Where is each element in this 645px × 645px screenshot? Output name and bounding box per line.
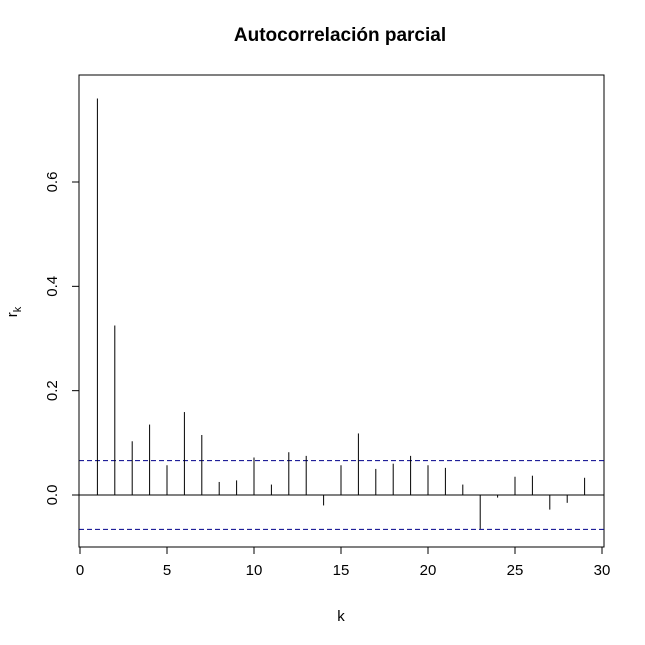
x-tick-label: 15 [333, 562, 350, 579]
y-axis-label-main: r [4, 312, 21, 317]
y-tick-label: 0.6 [44, 172, 61, 193]
svg-text:rk: rk [4, 306, 24, 317]
y-axis: 0.0 0.2 0.4 0.6 [44, 172, 80, 506]
y-tick-label: 0.4 [44, 276, 61, 297]
x-tick-label: 30 [594, 562, 611, 579]
x-axis: 0 5 10 15 20 25 30 [76, 546, 611, 579]
x-tick-label: 10 [246, 562, 263, 579]
x-tick-label: 5 [163, 562, 171, 579]
y-tick-label: 0.0 [44, 485, 61, 506]
x-tick-label: 20 [420, 562, 437, 579]
x-tick-label: 0 [76, 562, 84, 579]
chart-title: Autocorrelación parcial [234, 25, 446, 46]
y-axis-label: rk [4, 306, 24, 317]
x-axis-label: k [337, 608, 345, 625]
x-tick-label: 25 [507, 562, 524, 579]
y-tick-label: 0.2 [44, 380, 61, 401]
plot-area [78, 74, 605, 548]
y-axis-label-subscript: k [12, 306, 24, 312]
